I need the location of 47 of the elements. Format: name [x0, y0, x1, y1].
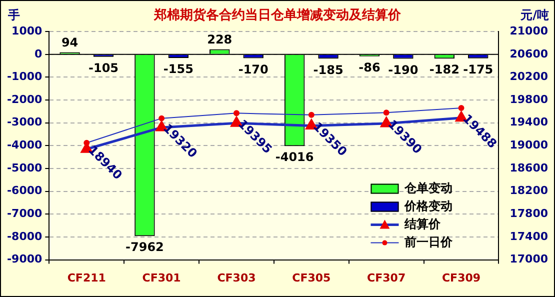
legend-label: 仓单变动: [404, 180, 453, 195]
legend-label: 结算价: [404, 216, 442, 231]
y-tick-label: -7000: [6, 207, 43, 220]
data-label: -190: [388, 62, 418, 77]
data-label: 228: [207, 32, 232, 46]
y2-tick-label: 17400: [510, 230, 548, 243]
y2-tick-label: 21000: [510, 24, 548, 38]
x-tick-label: CF301: [142, 271, 181, 284]
y2-tick-label: 19400: [510, 116, 548, 129]
y2-tick-label: 20600: [510, 47, 548, 60]
x-tick-label: CF307: [367, 271, 406, 284]
data-label: -7962: [126, 240, 164, 254]
data-label: -4016: [275, 150, 314, 164]
y-tick-label: 1000: [12, 24, 43, 38]
y2-tick-label: 18600: [510, 161, 548, 174]
legend-label: 前一日价: [404, 234, 454, 249]
x-tick-label: CF309: [442, 271, 481, 284]
data-label: -170: [238, 62, 268, 76]
data-label: -182: [429, 62, 460, 77]
chart-title: 郑棉期货各合约当日仓单增减变动及结算价: [153, 7, 402, 24]
y-tick-label: -2000: [6, 92, 43, 106]
data-label: -105: [88, 60, 119, 75]
y2-tick-label: 20200: [510, 70, 548, 84]
x-tick-label: CF211: [67, 271, 106, 284]
y2-tick-label: 17000: [510, 252, 548, 266]
y2-axis-title: 元/吨: [520, 8, 549, 22]
data-label: -175: [463, 62, 494, 77]
data-label: -86: [358, 60, 380, 75]
y-tick-label: -3000: [6, 116, 43, 129]
data-label: 94: [61, 35, 78, 50]
y-tick-label: 0: [34, 47, 43, 60]
y2-tick-label: 19800: [510, 92, 548, 106]
y-axis-title: 手: [7, 8, 20, 22]
x-tick-label: CF303: [217, 271, 256, 284]
y-tick-label: -6000: [6, 184, 43, 198]
y2-tick-label: 17800: [510, 207, 548, 220]
y-tick-label: -8000: [6, 230, 43, 243]
y2-tick-label: 19000: [510, 138, 548, 152]
x-tick-label: CF305: [292, 271, 331, 284]
y-tick-label: -5000: [6, 161, 43, 174]
data-label: -185: [313, 62, 344, 77]
y-tick-label: -9000: [6, 252, 43, 266]
data-label: -155: [163, 62, 194, 76]
y-tick-label: -1000: [6, 70, 43, 84]
legend-label: 价格变动: [404, 198, 453, 213]
y-tick-label: -4000: [6, 138, 43, 152]
y2-tick-label: 18200: [510, 184, 548, 198]
